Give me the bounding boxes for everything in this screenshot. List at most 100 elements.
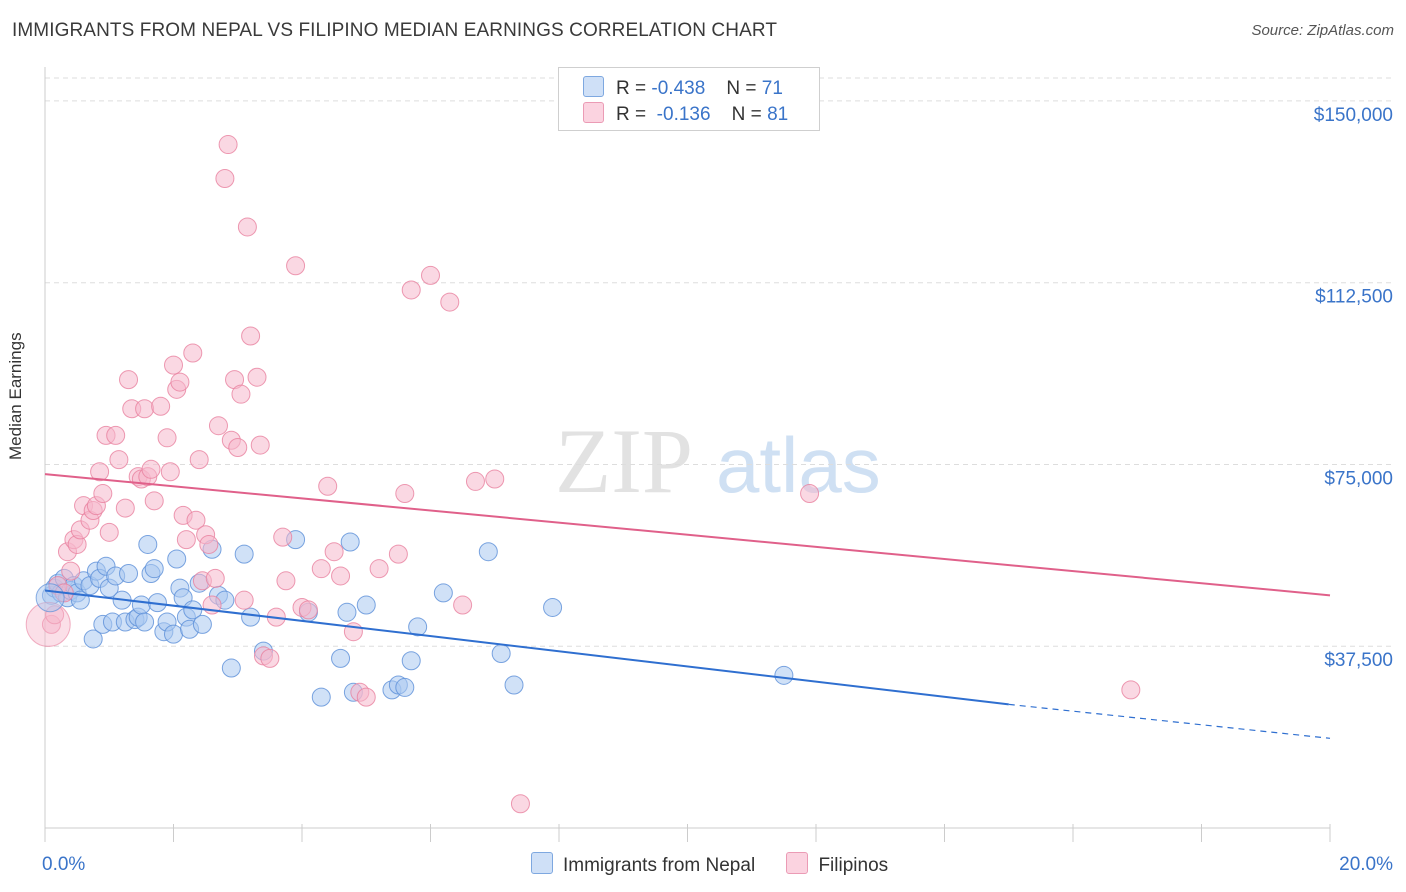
filipinos-point [401, 280, 421, 300]
filipinos-point [170, 372, 190, 392]
nepal-point [543, 597, 563, 617]
stats-row-filipinos: R = -0.136 N = 81 [583, 102, 788, 128]
filipinos-point [276, 571, 296, 591]
filipinos-point [61, 561, 81, 581]
nepal-point [491, 644, 511, 664]
nepal-trendline-extension [1008, 703, 1331, 739]
nepal-point [433, 583, 453, 603]
n-label: N = [731, 104, 762, 125]
stats-legend: R = -0.438 N = 71 R = -0.136 N = 81 [558, 67, 820, 131]
y-axis-label: Median Earnings [6, 332, 25, 460]
nepal-point [395, 677, 415, 697]
filipinos-swatch [583, 102, 604, 123]
nepal-point [478, 542, 498, 562]
filipinos-point [106, 425, 126, 445]
r-value-nepal: -0.438 [651, 78, 706, 99]
nepal-point [234, 544, 254, 564]
filipinos-point [115, 498, 135, 518]
x-tick-label: 0.0% [42, 854, 85, 875]
nepal-point [408, 617, 428, 637]
filipinos-point [183, 343, 203, 363]
filipinos-point [228, 438, 248, 457]
filipinos-point [250, 435, 270, 455]
nepal-trendline [44, 589, 1009, 706]
nepal-point [331, 648, 351, 668]
filipinos-point [234, 590, 254, 610]
stats-row-nepal: R = -0.438 N = 71 [583, 76, 783, 102]
filipinos-point [453, 595, 473, 615]
r-label: R = [616, 104, 647, 125]
nepal-point [401, 651, 421, 671]
filipinos-point [311, 559, 331, 579]
filipinos-point [99, 522, 119, 542]
filipinos-point [388, 544, 408, 564]
watermark-zip: ZIP [555, 410, 693, 512]
filipinos-point [189, 450, 209, 470]
filipinos-point [356, 687, 376, 707]
filipinos-point [109, 450, 129, 470]
filipinos-point [237, 217, 257, 237]
nepal-point [241, 607, 261, 627]
filipinos-point [215, 168, 235, 188]
x-tick-label: 20.0% [1339, 854, 1393, 875]
r-value-filipinos: -0.136 [656, 104, 711, 125]
filipinos-point [286, 256, 306, 276]
nepal-point [144, 559, 164, 579]
filipinos-point [318, 476, 338, 496]
filipinos-point [369, 559, 389, 579]
y-tick-label: $150,000 [1314, 105, 1393, 126]
filipinos-point [231, 384, 251, 404]
filipinos-point [421, 265, 440, 285]
y-tick-label: $75,000 [1324, 468, 1393, 489]
filipinos-point [160, 462, 180, 482]
filipinos-point [119, 370, 139, 390]
filipinos-point [440, 292, 460, 312]
filipinos-point [135, 399, 155, 419]
filipinos-point [247, 367, 267, 387]
filipinos-trendline [44, 473, 1331, 597]
legend-item-nepal: Immigrants from Nepal [531, 852, 755, 877]
nepal-point [35, 583, 65, 613]
source-label: Source: ZipAtlas.com [1251, 22, 1394, 39]
series-legend: Immigrants from Nepal Filipinos [531, 852, 914, 877]
nepal-point [138, 534, 158, 554]
filipinos-point [273, 527, 293, 547]
nepal-point [164, 624, 183, 644]
filipinos-point [298, 600, 318, 620]
nepal-point [221, 658, 241, 678]
filipinos-point [395, 484, 415, 504]
filipinos-point [199, 534, 219, 554]
filipinos-legend-swatch [786, 852, 809, 874]
nepal-point [340, 532, 360, 552]
nepal-swatch [583, 76, 604, 97]
filipinos-point [331, 566, 351, 586]
nepal-point [774, 665, 794, 685]
filipinos-point [144, 491, 164, 511]
nepal-point [356, 595, 376, 615]
filipinos-point [241, 326, 261, 346]
filipinos-point [205, 568, 225, 588]
filipinos-point [151, 396, 171, 416]
nepal-legend-swatch [531, 852, 553, 874]
nepal-point [135, 612, 155, 632]
nepal-point [83, 629, 103, 649]
nepal-point [337, 602, 357, 622]
filipinos-point [324, 542, 344, 562]
filipinos-point [218, 135, 238, 155]
nepal-point [311, 687, 331, 707]
nepal-point [192, 614, 212, 634]
chart-title: IMMIGRANTS FROM NEPAL VS FILIPINO MEDIAN… [12, 20, 778, 41]
filipinos-point [176, 530, 196, 550]
legend-label-filipinos: Filipinos [818, 855, 889, 876]
n-label: N = [726, 78, 757, 99]
watermark-atlas: atlas [716, 421, 881, 509]
r-label: R = [616, 78, 647, 99]
n-value-nepal: 71 [761, 78, 783, 99]
nepal-point [131, 595, 151, 615]
filipinos-point [186, 510, 206, 530]
nepal-point [119, 564, 139, 584]
legend-item-filipinos: Filipinos [786, 852, 888, 877]
y-tick-label: $112,500 [1315, 287, 1393, 308]
y-tick-label: $37,500 [1324, 650, 1393, 671]
